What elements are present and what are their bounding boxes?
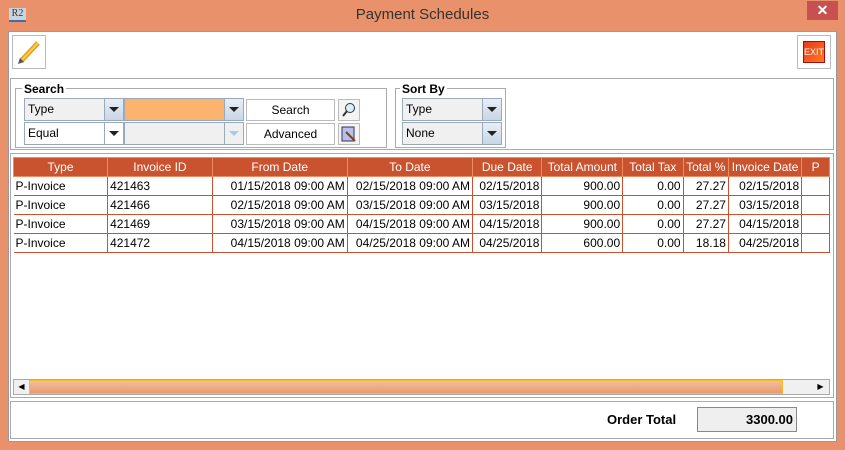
table-cell: 04/25/2018 bbox=[728, 233, 803, 253]
table-cell: P-Invoice bbox=[13, 214, 109, 234]
table-cell: 0.00 bbox=[622, 214, 684, 234]
table-cell: P-Invoice bbox=[13, 195, 109, 215]
table-cell bbox=[801, 214, 830, 234]
window-title: Payment Schedules bbox=[355, 6, 490, 23]
table-cell: 02/15/2018 09:00 AM bbox=[347, 176, 473, 196]
column-header[interactable]: P bbox=[801, 157, 830, 177]
search-icon-button[interactable] bbox=[338, 99, 360, 121]
scrollbar-thumb[interactable] bbox=[29, 380, 783, 394]
table-cell: 02/15/2018 09:00 AM bbox=[212, 195, 348, 215]
table-cell: 421463 bbox=[107, 176, 213, 196]
table-cell: 0.00 bbox=[622, 233, 684, 253]
table-cell: 600.00 bbox=[541, 233, 624, 253]
search-value-select[interactable] bbox=[124, 98, 244, 121]
title-bar: R2 Payment Schedules ✕ bbox=[0, 0, 845, 31]
table-cell: 04/15/2018 bbox=[728, 214, 803, 234]
table-cell: 900.00 bbox=[541, 214, 624, 234]
table-cell bbox=[801, 176, 830, 196]
schedule-table-viewport: Type Invoice ID From Date To Date Due Date To… bbox=[13, 157, 830, 379]
chevron-down-icon bbox=[225, 99, 243, 120]
table-cell: 03/15/2018 09:00 AM bbox=[347, 195, 473, 215]
table-cell: 04/15/2018 09:00 AM bbox=[212, 233, 348, 253]
table-cell: 04/15/2018 bbox=[472, 214, 543, 234]
table-cell: 27.27 bbox=[683, 195, 729, 215]
column-header[interactable]: From Date bbox=[211, 157, 348, 177]
scroll-right-arrow[interactable]: ▶ bbox=[817, 382, 824, 391]
table-cell: P-Invoice bbox=[13, 176, 109, 196]
table-cell: 0.00 bbox=[622, 195, 684, 215]
sort-secondary-select[interactable]: None bbox=[402, 122, 502, 145]
footer-panel bbox=[10, 401, 834, 439]
table-cell: 18.18 bbox=[683, 233, 729, 253]
table-cell: 421469 bbox=[107, 214, 213, 234]
edit-button[interactable] bbox=[12, 35, 46, 69]
table-cell: 421472 bbox=[107, 233, 213, 253]
table-cell bbox=[801, 233, 830, 253]
search-field-select[interactable]: Type bbox=[24, 98, 124, 121]
column-header[interactable]: Type bbox=[13, 157, 109, 177]
search-button[interactable]: Search bbox=[246, 99, 335, 121]
table-cell: 0.00 bbox=[622, 176, 684, 196]
table-row[interactable]: P-Invoice 421466 02/15/2018 09:00 AM 03/15/… bbox=[13, 195, 830, 215]
table-cell: 02/15/2018 bbox=[472, 176, 543, 196]
column-header[interactable]: Due Date bbox=[471, 157, 543, 177]
table-cell: 02/15/2018 bbox=[728, 176, 803, 196]
search-operator-select[interactable]: Equal bbox=[24, 122, 124, 145]
table-cell bbox=[801, 195, 830, 215]
table-cell: 04/25/2018 bbox=[472, 233, 543, 253]
table-cell: 27.27 bbox=[683, 214, 729, 234]
table-cell: 03/15/2018 bbox=[728, 195, 803, 215]
column-header[interactable]: Total Tax bbox=[622, 157, 684, 177]
magnifier-icon bbox=[342, 103, 355, 117]
sort-primary-select[interactable]: Type bbox=[402, 98, 502, 121]
table-cell: 900.00 bbox=[541, 176, 624, 196]
search-group bbox=[15, 88, 387, 148]
table-row[interactable]: P-Invoice 421469 03/15/2018 09:00 AM 04/15/… bbox=[13, 214, 830, 234]
chevron-down-icon bbox=[225, 123, 243, 144]
chevron-down-icon bbox=[483, 99, 501, 120]
chevron-down-icon bbox=[105, 123, 123, 144]
table-cell: 01/15/2018 09:00 AM bbox=[212, 176, 348, 196]
advanced-search-icon-button[interactable] bbox=[338, 123, 360, 145]
sort-legend: Sort By bbox=[400, 82, 447, 96]
order-total-field: 3300.00 bbox=[697, 407, 797, 432]
table-cell: 04/15/2018 09:00 AM bbox=[347, 214, 473, 234]
pencil-icon bbox=[18, 41, 40, 64]
exit-button[interactable]: EXIT bbox=[797, 35, 831, 69]
search-legend: Search bbox=[22, 82, 67, 96]
column-header[interactable]: Total Amount bbox=[541, 157, 624, 177]
table-header: Type Invoice ID From Date To Date Due Date To… bbox=[13, 157, 830, 177]
order-total-label: Order Total bbox=[607, 412, 677, 427]
table-row[interactable]: P-Invoice 421463 01/15/2018 09:00 AM 02/15/… bbox=[13, 176, 830, 196]
horizontal-scrollbar[interactable]: ◀ ▶ bbox=[13, 379, 830, 395]
advanced-search-icon bbox=[341, 126, 356, 142]
column-header[interactable]: Invoice Date bbox=[727, 157, 803, 177]
column-header[interactable]: Total % bbox=[682, 157, 729, 177]
chevron-down-icon bbox=[483, 123, 501, 144]
sort-group bbox=[395, 88, 506, 148]
exit-icon: EXIT bbox=[803, 41, 825, 63]
table-cell: 27.27 bbox=[683, 176, 729, 196]
table-cell: 421466 bbox=[107, 195, 213, 215]
schedule-table: Type Invoice ID From Date To Date Due Date To… bbox=[13, 157, 830, 253]
table-cell: 900.00 bbox=[541, 195, 624, 215]
column-header[interactable]: Invoice ID bbox=[107, 157, 213, 177]
chevron-down-icon bbox=[105, 99, 123, 120]
advanced-button[interactable]: Advanced bbox=[246, 123, 335, 145]
table-cell: P-Invoice bbox=[13, 233, 109, 253]
table-row[interactable]: P-Invoice 421472 04/15/2018 09:00 AM 04/25/… bbox=[13, 233, 830, 253]
table-cell: 03/15/2018 09:00 AM bbox=[212, 214, 348, 234]
app-icon: R2 bbox=[9, 8, 26, 22]
close-button[interactable]: ✕ bbox=[807, 1, 838, 20]
table-cell: 03/15/2018 bbox=[472, 195, 543, 215]
column-header[interactable]: To Date bbox=[346, 157, 473, 177]
scroll-left-arrow[interactable]: ◀ bbox=[18, 382, 25, 391]
search-value2-select[interactable] bbox=[124, 122, 244, 145]
table-cell: 04/25/2018 09:00 AM bbox=[347, 233, 473, 253]
